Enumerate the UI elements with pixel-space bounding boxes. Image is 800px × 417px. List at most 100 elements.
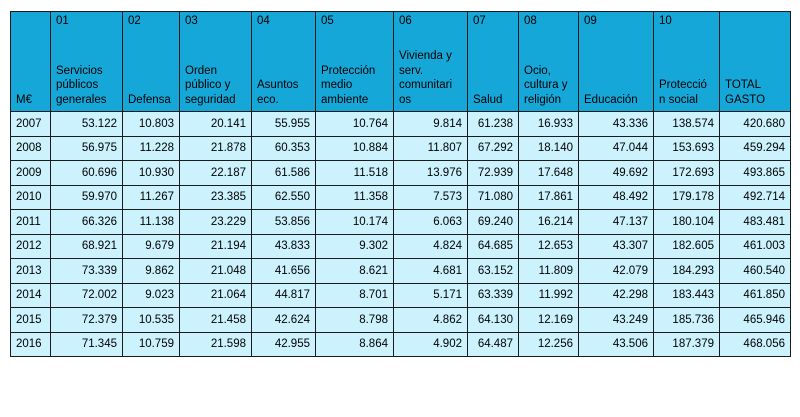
value-cell: 10.803	[122, 111, 180, 137]
value-cell: 53.856	[251, 209, 316, 235]
value-cell: 63.152	[467, 258, 519, 284]
value-cell: 22.187	[179, 160, 252, 186]
column-name: Vivienda y serv. comunitari os	[399, 50, 453, 106]
value-cell: 23.229	[179, 209, 252, 235]
column-header: 10 Protecció n social	[653, 11, 720, 112]
value-cell: 187.379	[653, 331, 720, 357]
column-header: 05 Protección medio ambiente	[315, 11, 394, 112]
value-cell: 9.814	[393, 111, 468, 137]
value-cell: 11.358	[315, 184, 394, 210]
value-cell: 11.518	[315, 160, 394, 186]
value-cell: 42.298	[578, 282, 654, 308]
column-header: 04 Asuntos eco.	[251, 11, 316, 112]
value-cell: 138.574	[653, 111, 720, 137]
value-cell: 6.063	[393, 209, 468, 235]
value-cell: 49.692	[578, 160, 654, 186]
column-header-content: 03 Orden público y seguridad	[185, 15, 246, 107]
column-header-content: 10 Protecció n social	[659, 15, 714, 107]
table-row: 2016 71.345 10.759 21.598 42.955 8.864 4.902 64…	[10, 331, 791, 357]
value-cell: 7.573	[393, 184, 468, 210]
table-row: 2011 66.326 11.138 23.229 53.856 10.174 6.063 6…	[10, 209, 791, 235]
corner-cell-content: M€	[16, 15, 45, 107]
value-cell: 12.169	[518, 307, 579, 333]
value-cell: 44.817	[251, 282, 316, 308]
value-cell: 42.955	[251, 331, 316, 357]
value-cell: 153.693	[653, 135, 720, 161]
total-cell: 420.680	[719, 111, 791, 137]
value-cell: 64.487	[467, 331, 519, 357]
value-cell: 21.458	[179, 307, 252, 333]
value-cell: 182.605	[653, 233, 720, 259]
column-name: Salud	[473, 93, 503, 106]
value-cell: 21.878	[179, 135, 252, 161]
column-header-content: 06 Vivienda y serv. comunitari os	[399, 15, 462, 107]
value-cell: 180.104	[653, 209, 720, 235]
value-cell: 60.696	[50, 160, 123, 186]
value-cell: 10.174	[315, 209, 394, 235]
table-row: 2010 59.970 11.267 23.385 62.550 11.358 7.573 7…	[10, 184, 791, 210]
value-cell: 11.992	[518, 282, 579, 308]
header-row: M€ 01 Servicios públicos generales 02 Defens…	[10, 11, 791, 112]
year-cell: 2007	[10, 111, 51, 137]
value-cell: 20.141	[179, 111, 252, 137]
value-cell: 61.238	[467, 111, 519, 137]
table-row: 2014 72.002 9.023 21.064 44.817 8.701 5.171 63.…	[10, 282, 791, 308]
value-cell: 8.798	[315, 307, 394, 333]
value-cell: 68.921	[50, 233, 123, 259]
column-header: 06 Vivienda y serv. comunitari os	[393, 11, 468, 112]
value-cell: 185.736	[653, 307, 720, 333]
table-row: 2015 72.379 10.535 21.458 42.624 8.798 4.862 64…	[10, 307, 791, 333]
value-cell: 64.685	[467, 233, 519, 259]
value-cell: 43.336	[578, 111, 654, 137]
value-cell: 17.648	[518, 160, 579, 186]
year-cell: 2014	[10, 282, 51, 308]
column-name: Servicios públicos generales	[56, 64, 107, 106]
value-cell: 42.079	[578, 258, 654, 284]
column-code: 09	[584, 15, 597, 27]
value-cell: 47.044	[578, 135, 654, 161]
column-header-content: 09 Educación	[584, 15, 648, 107]
value-cell: 21.064	[179, 282, 252, 308]
year-cell: 2008	[10, 135, 51, 161]
value-cell: 21.598	[179, 331, 252, 357]
column-code: 10	[659, 15, 672, 27]
value-cell: 4.681	[393, 258, 468, 284]
value-cell: 16.933	[518, 111, 579, 137]
value-cell: 10.764	[315, 111, 394, 137]
value-cell: 72.379	[50, 307, 123, 333]
value-cell: 179.178	[653, 184, 720, 210]
column-code: 08	[524, 15, 537, 27]
value-cell: 64.130	[467, 307, 519, 333]
value-cell: 8.864	[315, 331, 394, 357]
year-cell: 2011	[10, 209, 51, 235]
value-cell: 9.862	[122, 258, 180, 284]
column-header-content: 07 Salud	[473, 15, 513, 107]
value-cell: 59.970	[50, 184, 123, 210]
column-header: 08 Ocio, cultura y religión	[518, 11, 579, 112]
column-name: Asuntos eco.	[257, 79, 299, 106]
year-cell: 2015	[10, 307, 51, 333]
total-cell: 493.865	[719, 160, 791, 186]
value-cell: 172.693	[653, 160, 720, 186]
total-cell: 459.294	[719, 135, 791, 161]
column-header: 07 Salud	[467, 11, 519, 112]
column-name: Protección medio ambiente	[321, 64, 376, 106]
value-cell: 10.759	[122, 331, 180, 357]
table-row: 2008 56.975 11.228 21.878 60.353 10.884 11.807…	[10, 135, 791, 161]
total-cell: 468.056	[719, 331, 791, 357]
column-header: 01 Servicios públicos generales	[50, 11, 123, 112]
column-header-content: 08 Ocio, cultura y religión	[524, 15, 573, 107]
value-cell: 63.339	[467, 282, 519, 308]
column-header-content: 01 Servicios públicos generales	[56, 15, 117, 107]
column-header-content: 05 Protección medio ambiente	[321, 15, 388, 107]
value-cell: 43.249	[578, 307, 654, 333]
value-cell: 8.621	[315, 258, 394, 284]
value-cell: 53.122	[50, 111, 123, 137]
table-row: 2007 53.122 10.803 20.141 55.955 10.764 9.814 6…	[10, 111, 791, 137]
column-code: 06	[399, 15, 412, 27]
column-header: TOTAL GASTO	[719, 11, 791, 112]
column-name: Protecció n social	[659, 79, 707, 106]
year-cell: 2013	[10, 258, 51, 284]
total-cell: 465.946	[719, 307, 791, 333]
column-header: 03 Orden público y seguridad	[179, 11, 252, 112]
